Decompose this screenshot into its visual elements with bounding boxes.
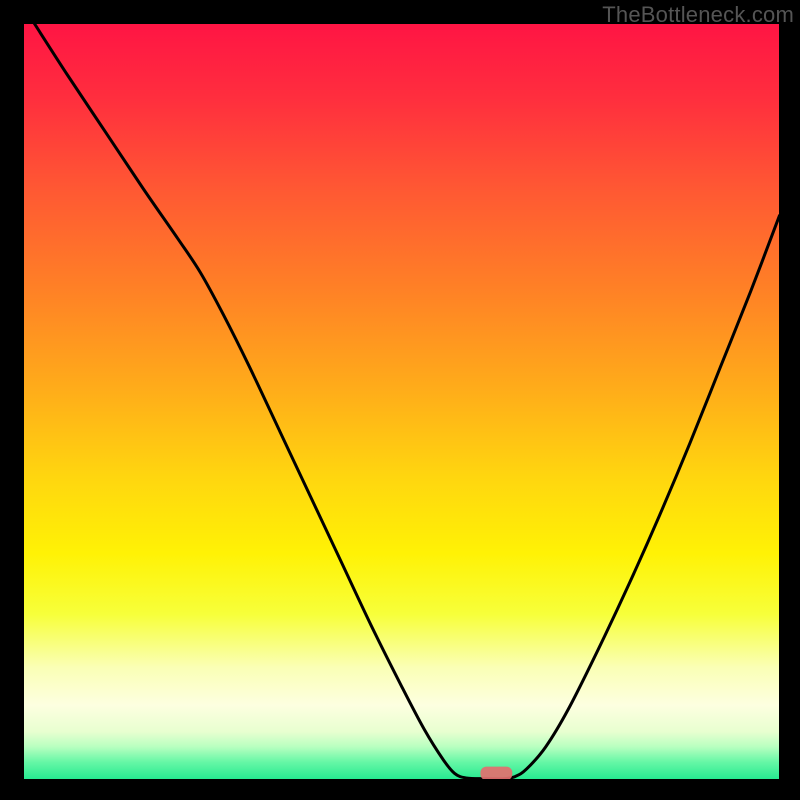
chart-root: TheBottleneck.com [0,0,800,800]
watermark-text: TheBottleneck.com [602,2,794,28]
chart-svg [0,0,800,800]
optimal-marker [480,767,512,781]
gradient-background [22,22,781,781]
